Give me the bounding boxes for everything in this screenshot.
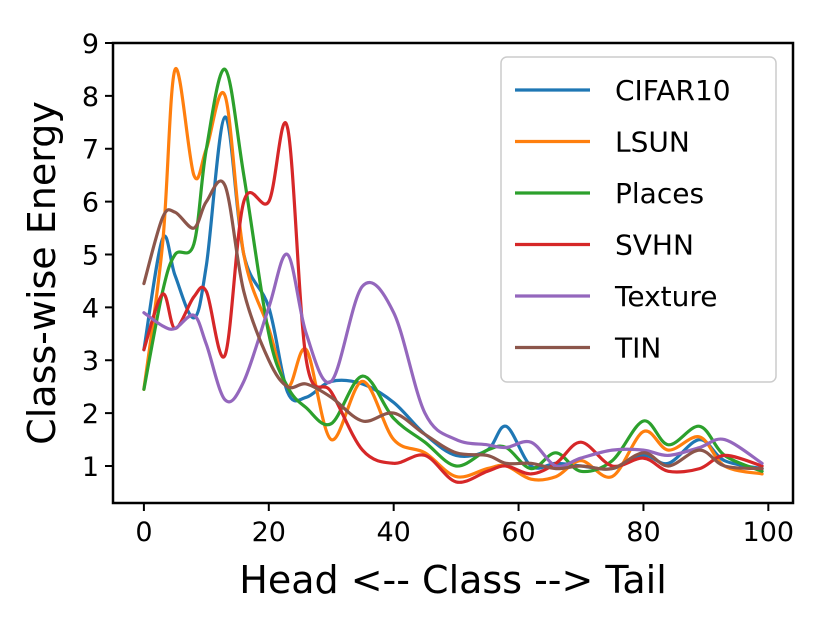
series-line-svhn bbox=[142, 121, 764, 484]
legend-label: Places bbox=[615, 177, 704, 210]
series-line-texture bbox=[142, 252, 764, 469]
y-axis-title: Class-wise Energy bbox=[20, 101, 64, 445]
x-axis-title: Head <-- Class --> Tail bbox=[239, 558, 667, 602]
legend-label: TIN bbox=[614, 332, 661, 365]
x-tick-label: 80 bbox=[626, 517, 660, 548]
y-tick-label: 8 bbox=[82, 82, 99, 113]
y-tick-label: 6 bbox=[82, 188, 99, 219]
y-tick-label: 1 bbox=[82, 452, 99, 483]
x-tick-label: 20 bbox=[252, 517, 286, 548]
y-tick-label: 3 bbox=[82, 346, 99, 377]
legend-label: CIFAR10 bbox=[615, 74, 731, 107]
x-tick-label: 0 bbox=[135, 517, 152, 548]
x-tick-label: 100 bbox=[743, 517, 795, 548]
series-line-tin bbox=[142, 179, 764, 471]
y-tick-label: 4 bbox=[82, 293, 99, 324]
series-lines bbox=[142, 67, 764, 484]
plot-frame bbox=[111, 41, 795, 505]
y-tick-label: 9 bbox=[82, 29, 99, 60]
y-tick-label: 2 bbox=[82, 399, 99, 430]
y-tick-label: 5 bbox=[82, 240, 99, 271]
x-tick-label: 40 bbox=[376, 517, 410, 548]
y-tick-label: 7 bbox=[82, 135, 99, 166]
x-tick-label: 60 bbox=[501, 517, 535, 548]
legend: CIFAR10 LSUN Places SVHN Texture TIN bbox=[500, 56, 777, 383]
legend-box bbox=[500, 56, 777, 383]
series-line-places bbox=[142, 67, 764, 474]
y-axis: 1 2 3 4 5 6 7 8 9 bbox=[82, 29, 113, 483]
legend-label: Texture bbox=[614, 280, 718, 313]
legend-label: SVHN bbox=[615, 229, 694, 262]
legend-label: LSUN bbox=[615, 126, 690, 159]
x-axis: 0 20 40 60 80 100 bbox=[135, 503, 794, 548]
